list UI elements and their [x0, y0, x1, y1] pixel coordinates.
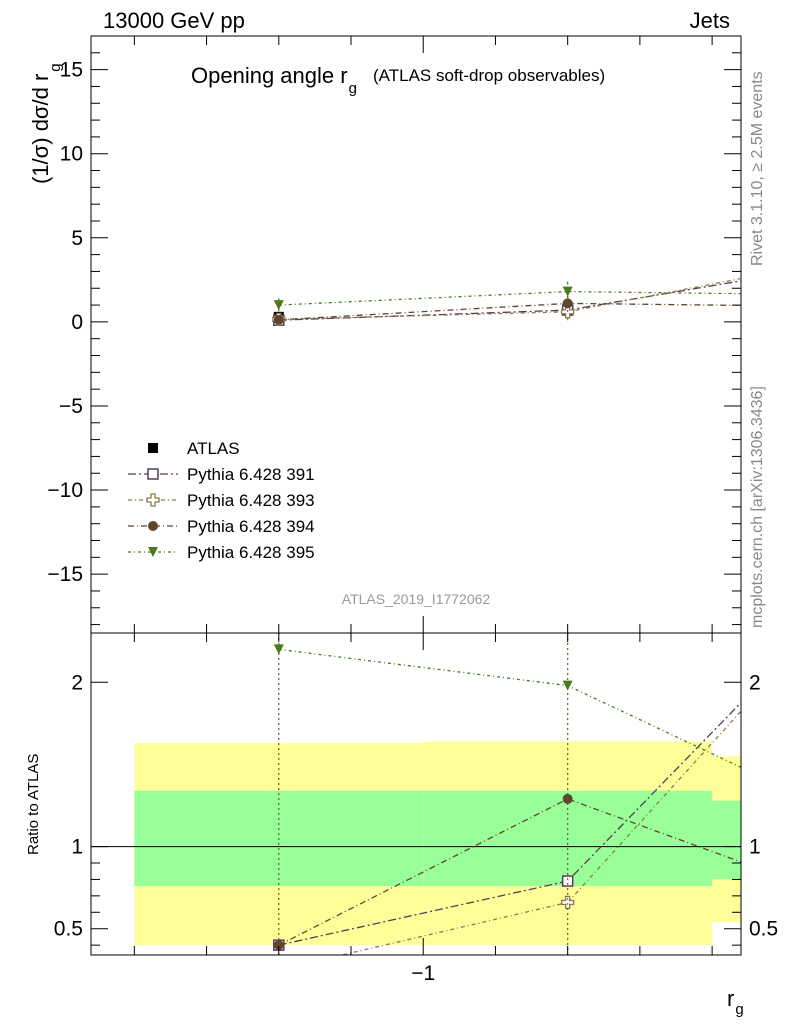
ratio-y-tick-label: 0.5 [54, 918, 83, 941]
ratio-plot-frame [90, 632, 742, 956]
green-band [712, 800, 741, 880]
plot-title: Opening angle rg [191, 63, 357, 97]
legend-item: Pythia 6.428 394 [128, 517, 315, 536]
legend-marker [146, 493, 160, 507]
ratio-y-tick-label-right: 1 [749, 836, 761, 859]
ratio-y-tick-label-right: 2 [749, 671, 761, 694]
legend-label: Pythia 6.428 395 [187, 543, 315, 562]
energy-label: 13000 GeV pp [103, 8, 245, 33]
legend-marker [147, 468, 159, 480]
legend-label: Pythia 6.428 394 [187, 517, 315, 536]
main-y-tick-label: 0 [71, 311, 83, 334]
data-point [562, 286, 573, 297]
legend-item: Pythia 6.428 395 [128, 543, 315, 562]
ratio-x-tick-label: −1 [411, 962, 435, 985]
ratio-point [561, 895, 575, 910]
ratio-y-tick-label: 1 [71, 836, 83, 859]
main-y-tick-label: −15 [47, 563, 83, 586]
legend-label: ATLAS [187, 439, 240, 458]
ratio-x-label: rg [727, 986, 744, 1018]
analysis-label: ATLAS_2019_I1772062 [342, 591, 491, 607]
legend-label: Pythia 6.428 393 [187, 491, 315, 510]
legend-marker [148, 443, 158, 453]
series-pythia-6-428-391 [273, 280, 741, 326]
main-y-label: (1/σ) dσ/d rg [28, 63, 64, 184]
series-line [278, 280, 741, 321]
plot-title-subscript: g [349, 80, 357, 97]
rivet-label: Rivet 3.1.10, ≥ 2.5M events [749, 71, 766, 266]
data-point [562, 298, 573, 309]
legend-marker [148, 521, 158, 531]
legend: ATLAS Pythia 6.428 391 Pythia 6.428 393 Pyt… [128, 439, 315, 562]
ratio-plot-marks [273, 633, 741, 976]
main-y-tick-label: 15 [60, 59, 83, 82]
data-point [273, 300, 284, 311]
ratio-x-axis: −1−0.5 [133, 633, 713, 985]
ratio-series-line [278, 798, 741, 946]
legend-item: Pythia 6.428 391 [128, 465, 315, 484]
series-line [278, 302, 741, 321]
main-y-tick-label: 5 [71, 227, 83, 250]
plot-subtitle: (ATLAS soft-drop observables) [373, 66, 605, 85]
main-y-tick-label: −10 [47, 479, 83, 502]
main-y-tick-label: 10 [60, 143, 83, 166]
ratio-series-pythia-6-428-395 [273, 633, 741, 955]
main-y-axis: −15 −10 −5 0 5 10 15 [47, 35, 741, 626]
ratio-y-label: Ratio to ATLAS [25, 754, 42, 855]
ratio-x-label-subscript: g [735, 1001, 743, 1018]
legend-item: Pythia 6.428 393 [128, 491, 315, 510]
main-y-tick-label: −5 [59, 395, 83, 418]
ratio-series-line [278, 701, 741, 946]
ratio-point [273, 964, 285, 976]
legend-label: Pythia 6.428 391 [187, 465, 315, 484]
ratio-point [561, 875, 574, 887]
mcplots-label: mcplots.cern.ch [arXiv:1306.3436] [749, 386, 766, 628]
series-pythia-6-428-393 [272, 277, 741, 327]
ratio-point [273, 644, 284, 655]
series-line [278, 277, 741, 321]
data-point [273, 314, 284, 325]
process-label: Jets [690, 8, 730, 33]
ratio-series-line [278, 648, 741, 769]
series-pythia-6-428-395 [273, 281, 741, 312]
ratio-point [273, 940, 284, 951]
legend-marker [148, 547, 158, 557]
ratio-y-axis: 0.5 0.5 1 1 2 2 [54, 671, 778, 946]
main-plot-panel: −15 −10 −5 0 5 10 15 Opening angle rg (ATLAS s… [28, 35, 742, 634]
ratio-plot-panel: 0.5 0.5 1 1 2 2 −1−0.5 Ratio to ATLAS rg [25, 632, 778, 1018]
ratio-y-tick-label-right: 0.5 [749, 918, 778, 941]
series-pythia-6-428-394 [273, 294, 741, 325]
legend-item: ATLAS [148, 439, 240, 458]
main-y-label-subscript: g [47, 63, 64, 71]
series-line [278, 290, 741, 306]
ratio-point [562, 680, 573, 691]
main-plot-marks [272, 277, 741, 327]
main-x-axis [133, 36, 713, 633]
ratio-y-tick-label: 2 [71, 671, 83, 694]
